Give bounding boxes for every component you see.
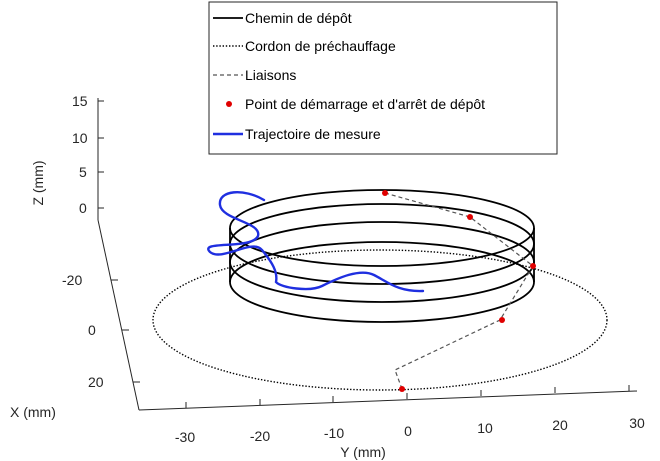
z-axis-title: Z (mm) xyxy=(30,160,46,205)
y-tick-label: -20 xyxy=(250,428,270,444)
start-stop-point xyxy=(467,214,473,220)
start-stop-point xyxy=(530,263,536,269)
legend-swatch-marker xyxy=(226,101,232,107)
y-tick-label: 30 xyxy=(629,415,645,431)
legend-label: Chemin de dépôt xyxy=(245,10,352,26)
legend-label: Cordon de préchauffage xyxy=(245,38,396,54)
z-tick-label: 0 xyxy=(79,200,87,216)
deposition-layer-2 xyxy=(229,221,535,303)
legend-item-deposition: Chemin de dépôt xyxy=(213,10,352,26)
x-axis-title: X (mm) xyxy=(10,404,56,420)
legend-item-links: Liaisons xyxy=(213,67,296,83)
z-tick-label: -20 xyxy=(62,272,82,288)
legend-box xyxy=(208,1,558,155)
z-tick-label: 15 xyxy=(72,93,88,109)
y-tick-label: 0 xyxy=(404,423,412,439)
legend-item-preheat: Cordon de préchauffage xyxy=(213,38,396,54)
legend-item-measurement: Trajectoire de mesure xyxy=(213,126,381,142)
y-tick-labels: -30 -20 -10 0 10 20 30 xyxy=(175,415,645,445)
x-tick-label: 20 xyxy=(88,374,104,390)
y-axis-line xyxy=(138,390,638,411)
legend-item-points: Point de démarrage et d'arrêt de dépôt xyxy=(226,96,485,112)
start-stop-point xyxy=(399,386,405,392)
start-stop-point xyxy=(499,317,505,323)
deposition-path xyxy=(229,189,535,323)
preheat-ellipse xyxy=(152,249,608,391)
legend-label: Trajectoire de mesure xyxy=(245,126,381,142)
x-axis-line xyxy=(97,219,140,411)
z-tick-labels: 15 10 5 0 -20 xyxy=(62,93,88,288)
legend-label: Liaisons xyxy=(245,67,296,83)
z-tick-label: 5 xyxy=(79,164,87,180)
y-tick-label: 10 xyxy=(477,420,493,436)
x-tick-labels: 0 20 xyxy=(88,322,104,390)
y-tick-label: 20 xyxy=(552,417,568,433)
z-tick-label: 10 xyxy=(72,130,88,146)
tick-marks xyxy=(98,100,630,408)
y-tick-label: -10 xyxy=(324,425,344,441)
y-tick-label: -30 xyxy=(175,429,195,445)
link-path xyxy=(384,192,534,390)
legend-label: Point de démarrage et d'arrêt de dépôt xyxy=(245,96,485,112)
measurement-trajectory xyxy=(207,191,425,293)
y-axis-title: Y (mm) xyxy=(340,444,386,460)
start-stop-point xyxy=(382,190,388,196)
x-tick-label: 0 xyxy=(88,322,96,338)
axes xyxy=(97,98,638,411)
legend: Chemin de dépôt Cordon de préchauffage L… xyxy=(208,1,558,155)
deposition-layer-4 xyxy=(229,189,535,267)
start-stop-points xyxy=(382,190,536,392)
